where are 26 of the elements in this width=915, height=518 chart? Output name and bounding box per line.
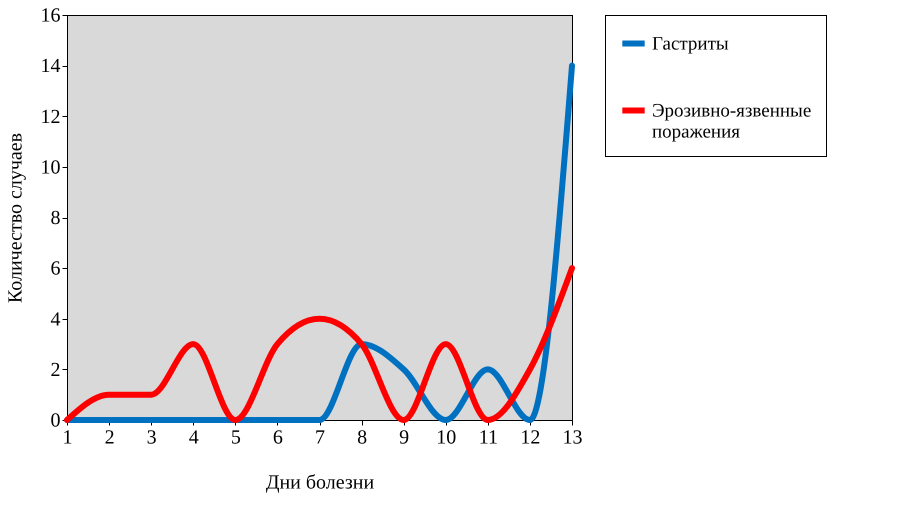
x-tick-label: 8 xyxy=(357,426,368,448)
x-tick-label: 1 xyxy=(62,426,72,448)
x-tick-label: 2 xyxy=(104,426,115,448)
x-tick-label: 7 xyxy=(315,426,325,448)
x-tick-label: 3 xyxy=(146,426,157,448)
x-tick-label: 13 xyxy=(562,426,582,448)
y-tick-label: 6 xyxy=(50,258,60,280)
y-tick-label: 4 xyxy=(50,308,60,330)
x-tick-label: 6 xyxy=(272,426,283,448)
x-tick-label: 9 xyxy=(399,426,410,448)
x-axis-title: Дни болезни xyxy=(266,472,374,494)
legend-label: Эрозивно-язвенные поражения xyxy=(652,100,812,142)
y-tick-label: 2 xyxy=(50,358,60,381)
y-tick-label: 12 xyxy=(40,106,60,128)
y-tick-label: 0 xyxy=(50,410,60,432)
y-tick-label: 10 xyxy=(40,156,60,178)
x-tick-label: 12 xyxy=(520,426,540,448)
x-tick-label: 11 xyxy=(478,426,498,448)
x-tick-label: 5 xyxy=(230,426,241,448)
y-tick-label: 8 xyxy=(50,207,60,229)
y-axis-title: Количество случаев xyxy=(4,132,26,304)
x-tick-label: 10 xyxy=(436,426,456,448)
y-tick-label: 14 xyxy=(40,55,60,78)
y-tick-label: 16 xyxy=(40,4,60,26)
x-tick-label: 4 xyxy=(188,426,199,448)
legend-label: Гастриты xyxy=(652,34,729,54)
